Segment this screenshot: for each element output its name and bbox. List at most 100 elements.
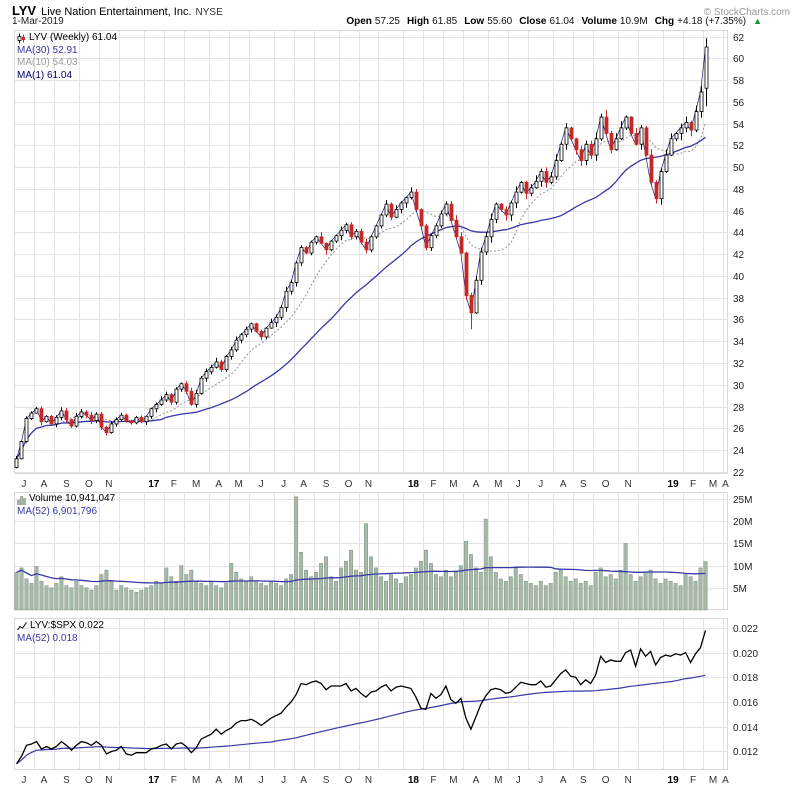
svg-text:5M: 5M [733,584,747,595]
price-legend-main: LYV (Weekly) 61.04 [17,32,117,45]
svg-text:A: A [300,775,307,786]
svg-text:S: S [580,479,587,490]
svg-text:A: A [41,479,48,490]
svg-text:46: 46 [733,207,745,218]
volume-legend-ma: MA(52) 6,901,796 [17,505,98,517]
title-block: LYV Live Nation Entertainment, Inc. NYSE [12,3,223,18]
quote-open: Open 57.25 [346,16,400,27]
svg-text:M: M [709,479,717,490]
svg-text:F: F [171,479,177,490]
svg-text:56: 56 [733,98,745,109]
svg-text:54: 54 [733,120,745,131]
svg-text:A: A [722,479,729,490]
svg-text:J: J [516,775,521,786]
svg-text:30: 30 [733,381,745,392]
volume-legend: Volume 10,941,047 MA(52) 6,901,796 [17,493,115,518]
svg-text:48: 48 [733,185,745,196]
svg-text:J: J [22,775,27,786]
svg-text:M: M [494,479,502,490]
copyright-text: © StockCharts.com [703,7,790,18]
price-legend-ma10: MA(10) 54.03 [17,57,78,68]
svg-text:N: N [365,775,372,786]
svg-text:S: S [580,775,587,786]
svg-text:34: 34 [733,337,745,348]
chart-header: LYV Live Nation Entertainment, Inc. NYSE… [12,3,790,18]
ratio-legend: LYV:$SPX 0.022 MA(52) 0.018 [17,620,104,645]
svg-text:J: J [516,479,521,490]
svg-text:0.016: 0.016 [733,698,758,709]
quote-row: 1-Mar-2019 Open 57.25 High 61.85 Low 55.60 … [12,16,762,27]
svg-text:F: F [690,775,696,786]
svg-text:M: M [449,479,457,490]
svg-text:J: J [538,775,543,786]
svg-text:A: A [560,479,567,490]
svg-text:58: 58 [733,76,745,87]
svg-text:0.022: 0.022 [733,624,758,635]
svg-text:26: 26 [733,424,745,435]
price-legend-ma1: MA(1) 61.04 [17,69,73,81]
svg-text:S: S [323,479,330,490]
svg-text:28: 28 [733,403,745,414]
svg-text:50: 50 [733,163,745,174]
svg-text:A: A [560,775,567,786]
x-axis-labels: J A S O N 17 F M A M J J A S O N 18 F M A M J J A S O N 19 F M AJ A S O N 1… [22,479,730,786]
svg-text:A: A [41,775,48,786]
svg-text:M: M [235,479,243,490]
svg-text:44: 44 [733,228,745,239]
svg-text:62: 62 [733,33,745,44]
quote-summary: Open 57.25 High 61.85 Low 55.60 Close 61.04 … [346,16,762,27]
svg-text:N: N [105,775,112,786]
svg-text:40: 40 [733,272,745,283]
svg-text:A: A [215,479,222,490]
svg-text:O: O [85,775,93,786]
svg-text:17: 17 [148,775,160,786]
gridlines: 62 60 58 56 54 52 50 48 46 44 42 40 38 36 34 32 30 28 26 24… [14,30,758,770]
svg-text:0.014: 0.014 [733,723,758,734]
svg-text:M: M [709,775,717,786]
svg-text:18: 18 [408,775,420,786]
svg-text:24: 24 [733,446,745,457]
svg-text:O: O [345,775,353,786]
svg-text:S: S [323,775,330,786]
svg-text:36: 36 [733,315,745,326]
svg-text:S: S [63,479,70,490]
svg-text:N: N [624,479,631,490]
svg-text:A: A [300,479,307,490]
svg-text:J: J [22,479,27,490]
svg-text:F: F [430,775,436,786]
svg-text:17: 17 [148,479,160,490]
quote-close: Close 61.04 [519,16,575,27]
company-name: Live Nation Entertainment, Inc. [41,6,192,18]
volume-bars-icon [17,495,26,505]
svg-text:19: 19 [668,479,680,490]
svg-text:N: N [624,775,631,786]
svg-text:N: N [365,479,372,490]
ticker-symbol: LYV [12,3,37,18]
svg-text:15M: 15M [733,539,752,550]
svg-text:0.012: 0.012 [733,747,758,758]
ratio-panel [15,630,707,765]
price-legend: LYV (Weekly) 61.04 MA(30) 52.91 MA(10) 5… [17,32,117,82]
quote-high: High 61.85 [406,16,458,27]
svg-text:F: F [690,479,696,490]
svg-text:20M: 20M [733,517,752,528]
svg-text:0.020: 0.020 [733,649,758,660]
svg-text:F: F [430,479,436,490]
svg-text:J: J [281,775,286,786]
svg-text:A: A [473,479,480,490]
quote-low: Low 55.60 [464,16,513,27]
price-legend-ma30: MA(30) 52.91 [17,44,78,56]
svg-text:A: A [215,775,222,786]
svg-text:18: 18 [408,479,420,490]
svg-text:O: O [85,479,93,490]
svg-text:25M: 25M [733,495,752,506]
ratio-legend-ma: MA(52) 0.018 [17,632,78,644]
ratio-legend-main: LYV:$SPX 0.022 [17,620,104,633]
svg-text:32: 32 [733,359,745,370]
volume-ma-line [16,566,706,584]
candlestick-icon [17,33,25,44]
svg-text:O: O [345,479,353,490]
quote-volume: Volume 10.9M [581,16,648,27]
svg-text:38: 38 [733,294,745,305]
